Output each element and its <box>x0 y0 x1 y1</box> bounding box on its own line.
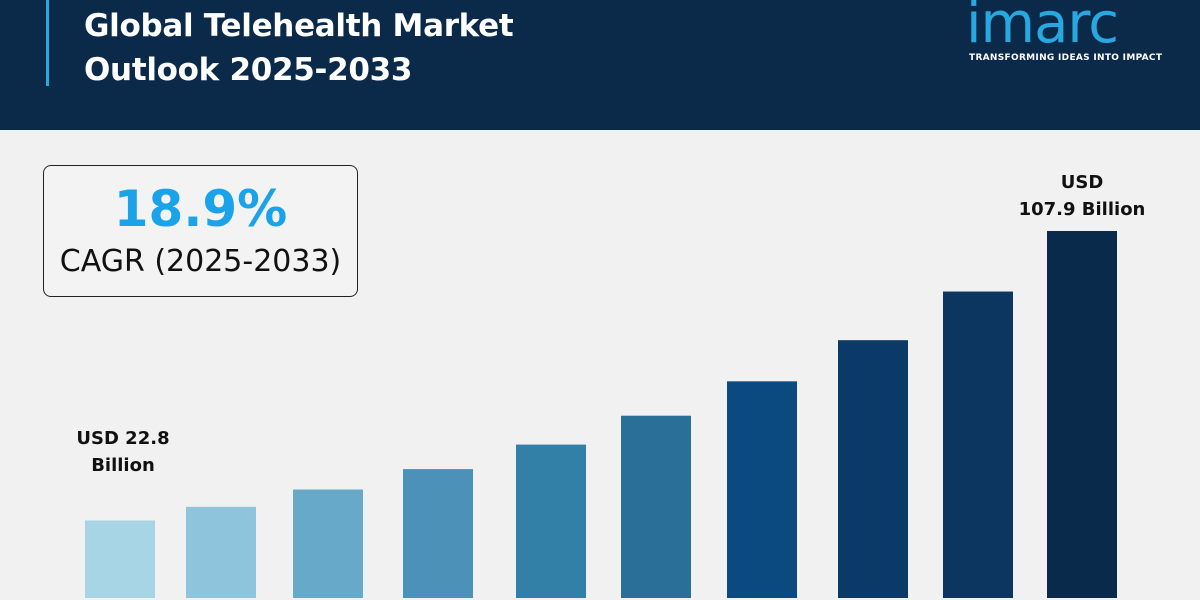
header-banner: Global Telehealth Market Outlook 2025-20… <box>0 0 1200 130</box>
cagr-callout: 18.9% CAGR (2025-2033) <box>43 165 358 297</box>
data-label-first-line1: USD 22.8 <box>76 428 170 449</box>
title-line-2: Outlook 2025-2033 <box>84 52 413 88</box>
data-label-first-line2: Billion <box>91 455 155 476</box>
bar-2033 <box>1047 231 1117 598</box>
cagr-value: 18.9% <box>113 180 288 238</box>
logo-tagline: TRANSFORMING IDEAS INTO IMPACT <box>969 53 1163 63</box>
title-line-1: Global Telehealth Market <box>84 8 514 44</box>
logo-wordmark: imarc <box>966 0 1119 56</box>
bar-2028 <box>516 444 586 598</box>
bar-2026 <box>293 489 363 598</box>
cagr-label: CAGR (2025-2033) <box>59 244 342 279</box>
data-label-last-bar: USD 107.9 Billion <box>1017 169 1147 223</box>
bar-2029 <box>621 415 691 598</box>
bar-2025 <box>186 506 256 598</box>
title-accent-line <box>46 0 49 86</box>
bar-2032 <box>943 291 1013 598</box>
bar-2024 <box>85 520 155 598</box>
data-label-first-bar: USD 22.8 Billion <box>58 425 188 479</box>
page-title: Global Telehealth Market Outlook 2025-20… <box>84 4 514 92</box>
bar-2031 <box>838 340 908 598</box>
bar-2027 <box>403 469 473 598</box>
imarc-logo: imarc TRANSFORMING IDEAS INTO IMPACT <box>966 0 1186 70</box>
data-label-last-line2: 107.9 Billion <box>1018 199 1146 220</box>
data-label-last-line1: USD <box>1060 172 1104 193</box>
bar-2030 <box>727 381 797 598</box>
